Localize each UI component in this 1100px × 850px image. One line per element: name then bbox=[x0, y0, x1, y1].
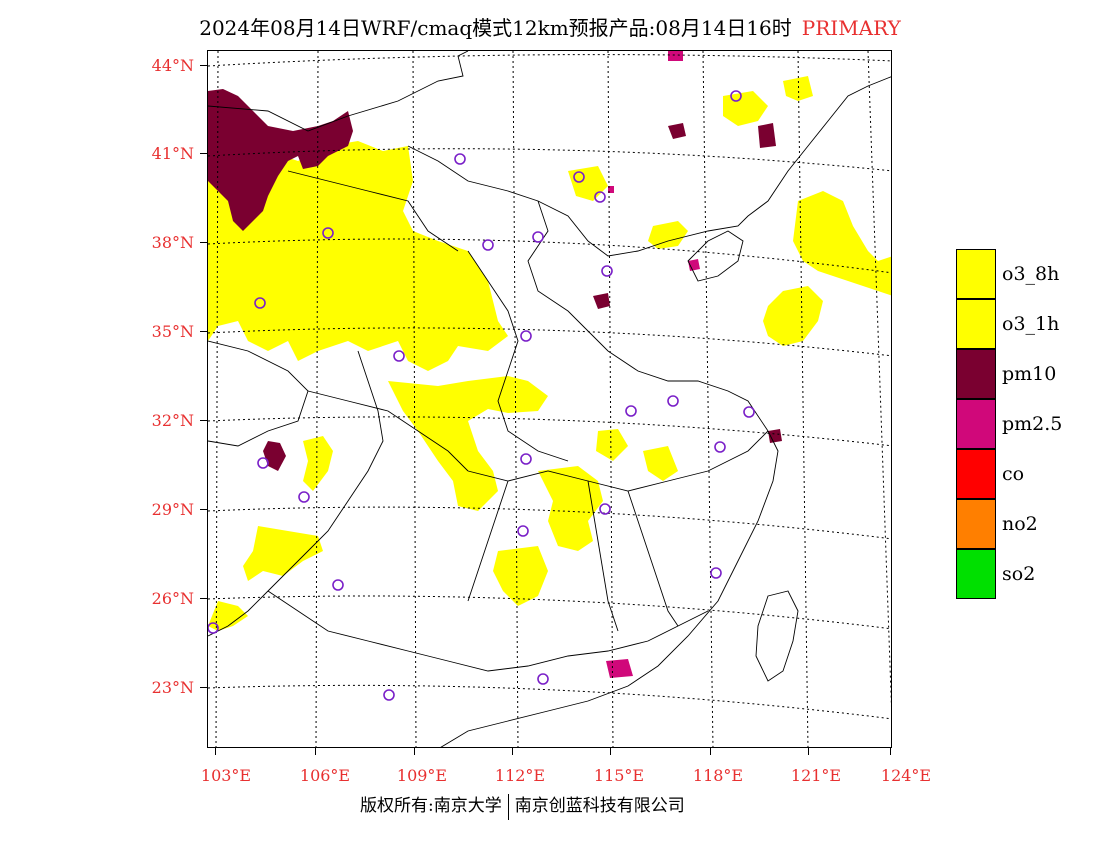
legend-item-pm10: pm10 bbox=[956, 349, 1096, 399]
legend-label: no2 bbox=[1002, 513, 1038, 535]
legend-swatch bbox=[956, 449, 996, 499]
lon-label-109e: 109°E bbox=[396, 766, 448, 785]
legend-label: o3_8h bbox=[1002, 263, 1060, 285]
lat-tick bbox=[200, 331, 207, 332]
lon-tick bbox=[315, 748, 316, 755]
lat-tick bbox=[200, 420, 207, 421]
lon-label-112e: 112°E bbox=[494, 766, 546, 785]
legend-item-o3-1h: o3_1h bbox=[956, 299, 1096, 349]
legend-label: pm10 bbox=[1002, 363, 1057, 385]
lat-label-32n: 32°N bbox=[151, 411, 194, 430]
legend-item-pm25: pm2.5 bbox=[956, 399, 1096, 449]
legend-item-no2: no2 bbox=[956, 499, 1096, 549]
lon-tick bbox=[414, 748, 415, 755]
lon-label-124e: 124°E bbox=[880, 766, 932, 785]
legend-label: o3_1h bbox=[1002, 313, 1060, 335]
legend-swatch bbox=[956, 549, 996, 599]
lat-tick bbox=[200, 598, 207, 599]
legend-swatch bbox=[956, 399, 996, 449]
lat-tick bbox=[200, 65, 207, 66]
o3-regions bbox=[208, 76, 891, 631]
lon-label-118e: 118°E bbox=[692, 766, 744, 785]
pollutant-legend: o3_8h o3_1h pm10 pm2.5 co no2 so2 bbox=[956, 249, 1096, 599]
title-text: 2024年08月14日WRF/cmaq模式12km预报产品:08月14日16时 bbox=[199, 16, 792, 40]
legend-label: pm2.5 bbox=[1002, 413, 1063, 435]
lon-tick bbox=[512, 748, 513, 755]
copyright-text: 版权所有:南京大学 bbox=[360, 796, 502, 816]
legend-swatch bbox=[956, 349, 996, 399]
pollution-map bbox=[208, 51, 891, 747]
lat-label-29n: 29°N bbox=[151, 500, 194, 519]
lon-label-121e: 121°E bbox=[790, 766, 842, 785]
lon-tick bbox=[215, 748, 216, 755]
lon-label-106e: 106°E bbox=[299, 766, 351, 785]
lat-label-35n: 35°N bbox=[151, 322, 194, 341]
lon-label-103e: 103°E bbox=[200, 766, 252, 785]
legend-label: co bbox=[1002, 463, 1025, 485]
lon-tick bbox=[890, 748, 891, 755]
lat-label-26n: 26°N bbox=[151, 589, 194, 608]
map-title: 2024年08月14日WRF/cmaq模式12km预报产品:08月14日16时 P… bbox=[0, 12, 1100, 41]
lat-label-38n: 38°N bbox=[151, 233, 194, 252]
primary-tag: PRIMARY bbox=[801, 16, 901, 40]
station-markers bbox=[208, 90, 755, 701]
lon-tick bbox=[710, 748, 711, 755]
footer-separator bbox=[507, 793, 509, 820]
legend-swatch bbox=[956, 499, 996, 549]
lat-label-23n: 23°N bbox=[151, 678, 194, 697]
lat-tick bbox=[200, 153, 207, 154]
legend-item-o3-8h: o3_8h bbox=[956, 249, 1096, 299]
company-text: 南京创蓝科技有限公司 bbox=[514, 796, 685, 816]
lat-tick bbox=[200, 509, 207, 510]
legend-label: so2 bbox=[1002, 563, 1036, 585]
lat-label-41n: 41°N bbox=[151, 144, 194, 163]
boundaries bbox=[208, 51, 891, 747]
legend-item-so2: so2 bbox=[956, 549, 1096, 599]
lon-tick bbox=[808, 748, 809, 755]
lon-label-115e: 115°E bbox=[593, 766, 645, 785]
lat-tick bbox=[200, 242, 207, 243]
legend-swatch bbox=[956, 249, 996, 299]
map-panel bbox=[207, 50, 892, 748]
legend-item-co: co bbox=[956, 449, 1096, 499]
lat-tick bbox=[200, 687, 207, 688]
copyright-footer: 版权所有:南京大学 南京创蓝科技有限公司 bbox=[360, 791, 685, 820]
pm25-regions bbox=[606, 51, 700, 678]
lon-tick bbox=[610, 748, 611, 755]
lat-label-44n: 44°N bbox=[151, 56, 194, 75]
legend-swatch bbox=[956, 299, 996, 349]
